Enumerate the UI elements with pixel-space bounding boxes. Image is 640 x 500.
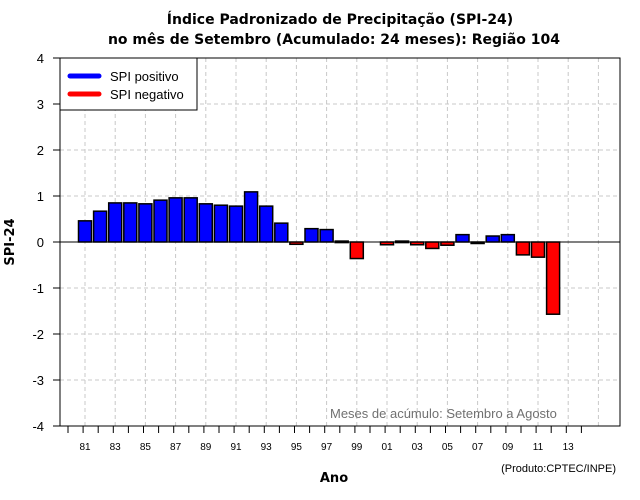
bar-1989 — [198, 203, 214, 243]
x-tick-label: 93 — [261, 442, 273, 453]
legend: SPI positivo SPI negativo — [59, 57, 198, 111]
bar-2004 — [425, 241, 440, 250]
y-tick-label: 2 — [37, 143, 44, 158]
bar-1993 — [258, 205, 274, 243]
bar-2012 — [545, 241, 561, 315]
x-axis-label: Ano — [320, 471, 348, 486]
bar-2011 — [530, 241, 546, 258]
accumulation-note: Meses de acúmulo: Setembro a Agosto — [330, 406, 557, 421]
x-tick-label: 95 — [291, 442, 303, 453]
x-tick-label: 99 — [351, 442, 363, 453]
bar-2006 — [455, 233, 470, 243]
bar-1988 — [183, 197, 198, 243]
x-tick-label: 11 — [533, 442, 544, 453]
x-tick-label: 01 — [381, 442, 393, 453]
legend-negative-label: SPI negativo — [110, 87, 184, 102]
y-axis: -4 -3 -2 -1 0 1 2 3 4 — [32, 51, 60, 434]
bar-1991 — [228, 205, 244, 243]
x-tick-label: 13 — [563, 442, 575, 453]
y-tick-label: 4 — [37, 51, 44, 66]
x-tick-label: 85 — [140, 442, 152, 453]
bars — [77, 191, 561, 315]
x-tick-label: 83 — [110, 442, 122, 453]
x-axis: 81 83 85 87 89 91 93 95 97 99 01 03 05 07 09 11 13 — [67, 426, 582, 453]
bar-2009 — [500, 233, 516, 243]
x-tick-label: 07 — [472, 442, 484, 453]
x-tick-label: 05 — [442, 442, 454, 453]
x-tick-label: 09 — [502, 442, 514, 453]
y-tick-label: -2 — [32, 327, 44, 342]
bar-1986 — [153, 199, 168, 243]
bar-1983 — [107, 202, 123, 243]
legend-positive-label: SPI positivo — [110, 69, 179, 84]
bar-1982 — [92, 210, 108, 243]
bar-1984 — [123, 202, 138, 243]
legend-box — [59, 57, 198, 111]
y-tick-label: -3 — [32, 373, 44, 388]
x-tick-label: 91 — [230, 442, 242, 453]
y-tick-label: 1 — [37, 189, 44, 204]
bar-1985 — [138, 203, 153, 243]
x-tick-label: 89 — [200, 442, 212, 453]
chart-subtitle: no mês de Setembro (Acumulado: 24 meses)… — [108, 32, 560, 48]
chart-title: Índice Padronizado de Precipitação (SPI-… — [167, 11, 513, 28]
y-tick-label: -1 — [32, 281, 44, 296]
x-tick-label: 87 — [170, 442, 182, 453]
bar-1994 — [274, 222, 289, 243]
bar-1996 — [304, 227, 319, 243]
y-tick-label: 3 — [37, 97, 44, 112]
x-tick-label: 81 — [79, 442, 91, 453]
bar-1992 — [243, 191, 259, 243]
bar-1987 — [168, 197, 183, 243]
y-tick-label: -4 — [32, 419, 44, 434]
x-tick-label: 97 — [321, 442, 333, 453]
y-tick-label: 0 — [37, 235, 44, 250]
y-axis-label: SPI-24 — [3, 218, 18, 265]
bar-2010 — [515, 241, 531, 256]
bar-2008 — [485, 235, 500, 243]
bar-1997 — [319, 228, 334, 243]
bar-1990 — [213, 204, 229, 243]
product-credit: (Produto:CPTEC/INPE) — [501, 463, 616, 475]
bar-1999 — [349, 241, 365, 260]
x-tick-label: 03 — [412, 442, 424, 453]
bar-1981 — [77, 220, 93, 243]
